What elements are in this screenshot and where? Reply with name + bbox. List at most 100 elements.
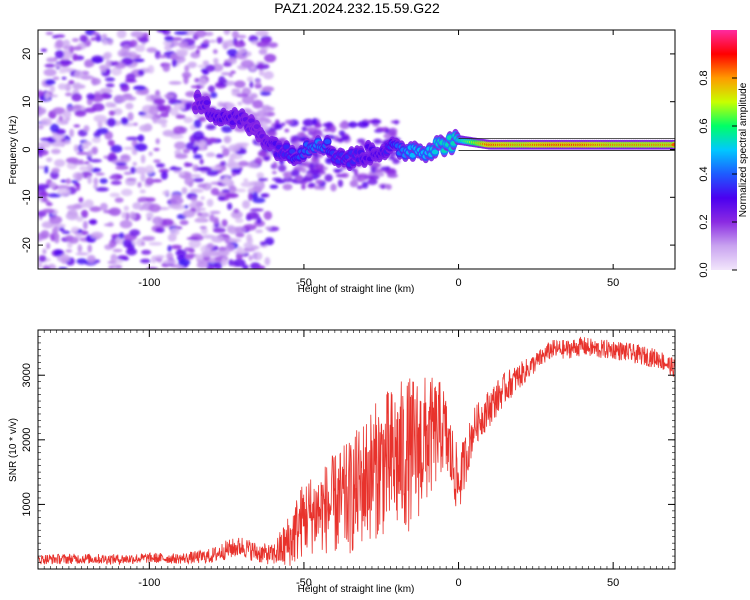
spectrogram-cell — [106, 117, 117, 127]
spectrogram-cell — [93, 114, 107, 123]
spectrogram-cell — [95, 172, 105, 176]
spectrogram-cell — [102, 52, 111, 60]
spectrogram-cell — [130, 30, 144, 38]
spectrogram-cell — [166, 252, 174, 260]
spectrogram-cell — [377, 172, 385, 177]
spectrogram-cell — [78, 159, 84, 163]
spectrogram-cell — [221, 124, 233, 133]
spectrogram-cell — [155, 118, 168, 125]
spectrogram-cell — [250, 93, 258, 99]
spectrogram-cell — [156, 30, 167, 33]
spectrogram-cell — [56, 253, 71, 263]
spectrogram-cell — [109, 192, 121, 198]
spectrogram-y-label: Frequency (Hz) — [8, 116, 19, 185]
spectrogram-cell — [107, 139, 115, 147]
spectrogram-cell — [216, 250, 230, 257]
spectrogram-cell — [130, 166, 136, 174]
spectrogram-cell — [264, 226, 272, 230]
spectrogram-cell — [54, 159, 66, 168]
spectrogram-cell — [140, 154, 146, 164]
spectrogram-cell — [290, 135, 296, 143]
y-tick-label: 3000 — [21, 363, 33, 387]
spectrogram-cell — [240, 59, 255, 68]
spectrogram-cell — [77, 144, 84, 153]
spectrogram-cell — [301, 183, 306, 190]
spectrogram-cell — [169, 196, 184, 205]
spectrogram-cell — [390, 120, 400, 124]
spectrogram-cell — [45, 31, 54, 36]
spectrogram-cell — [172, 125, 187, 135]
spectrogram-cell — [66, 204, 80, 210]
spectrogram-cell — [308, 162, 315, 171]
spectrogram-cell — [356, 138, 366, 144]
spectrogram-cell — [222, 147, 230, 157]
spectrogram-cell — [210, 187, 220, 196]
snr-x-label: Height of straight line (km) — [298, 584, 415, 595]
spectrogram-cell — [247, 187, 255, 194]
x-tick-label: 50 — [607, 277, 619, 289]
spectrogram-cell — [162, 129, 175, 137]
spectrogram-cell — [312, 117, 318, 126]
spectrogram-cell — [90, 37, 96, 41]
spectrogram-cell — [223, 79, 228, 84]
spectrogram-cell — [277, 164, 287, 173]
spectrogram-cell — [385, 183, 392, 190]
spectrogram-cell — [44, 79, 56, 86]
spectrogram-cell — [386, 173, 399, 178]
spectrogram-cell — [195, 167, 209, 172]
spectrogram-cell — [138, 111, 147, 117]
spectrogram-cell — [201, 251, 213, 258]
spectrogram-ridge-cell — [203, 100, 211, 105]
spectrogram-cell — [78, 197, 84, 203]
spectrogram-cell — [230, 210, 243, 219]
spectrogram-cell — [176, 264, 184, 269]
spectrogram-cell — [221, 257, 228, 267]
spectrogram-cell — [86, 93, 95, 100]
spectrogram-cell — [206, 264, 215, 269]
spectrogram-cell — [275, 124, 282, 128]
spectrogram-cell — [158, 168, 170, 174]
spectrogram-cell — [230, 70, 236, 75]
spectrogram-cell — [361, 181, 369, 189]
spectrogram-cell — [47, 193, 62, 198]
spectrogram-cell — [174, 30, 189, 36]
spectrogram-cell — [93, 177, 99, 186]
spectrogram-cell — [163, 94, 175, 98]
colorbar-tick-label: 0.6 — [698, 118, 710, 133]
spectrogram-cell — [228, 144, 241, 153]
y-tick-label: -20 — [21, 237, 33, 253]
spectrogram-cell — [257, 62, 264, 71]
spectrogram-cell — [246, 211, 260, 220]
spectrogram-y-axis: 20 10 0 -10 -20 — [21, 48, 675, 253]
spectrogram-cell — [110, 180, 122, 186]
spectrogram-cell — [46, 202, 53, 207]
spectrogram-cell — [220, 145, 226, 150]
spectrogram-cell — [235, 232, 245, 238]
spectrogram-cell — [162, 63, 171, 72]
spectrogram-cell — [126, 243, 135, 251]
spectrogram-cell — [129, 211, 136, 220]
spectrogram-cell — [44, 165, 49, 174]
spectrogram-cell — [228, 238, 242, 243]
spectrogram-cell — [223, 135, 232, 144]
spectrogram-cell — [229, 153, 243, 160]
spectrogram-cell — [123, 171, 132, 175]
spectrogram-cell — [151, 255, 157, 264]
spectrogram-cell — [218, 75, 226, 85]
spectrogram-cell — [72, 104, 82, 110]
spectrogram-cell — [76, 172, 83, 182]
spectrogram-cell — [139, 189, 146, 194]
spectrogram-cell — [46, 242, 51, 250]
spectrogram-cell — [123, 205, 130, 211]
spectrogram-cell — [255, 229, 264, 234]
spectrogram-cell — [214, 262, 223, 269]
spectrogram-cell — [141, 241, 146, 246]
spectrogram-cell — [116, 30, 127, 39]
spectrogram-cell — [269, 184, 279, 189]
spectrogram-cell — [190, 174, 201, 178]
spectrogram-cell — [202, 39, 210, 45]
spectrogram-cell — [125, 102, 134, 110]
spectrogram-cell — [160, 218, 174, 227]
spectrogram-cell — [257, 150, 268, 157]
spectrogram-cell — [69, 128, 75, 138]
